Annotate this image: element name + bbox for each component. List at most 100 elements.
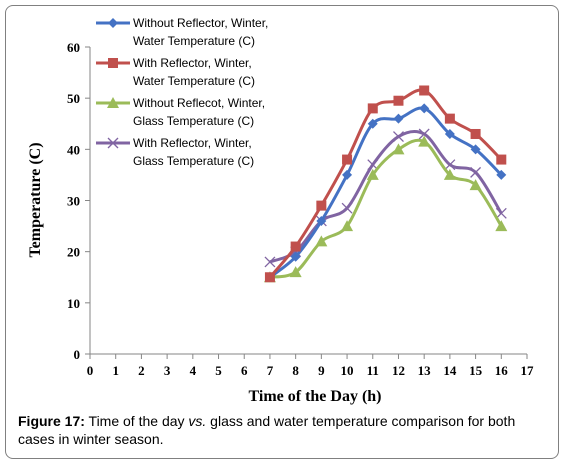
data-point-x <box>264 256 276 268</box>
data-point-diamond <box>419 103 430 114</box>
x-axis-title: Time of the Day (h) <box>248 388 381 405</box>
series-triangle <box>263 135 508 283</box>
data-point-diamond <box>316 215 327 226</box>
legend-label: With Reflector, Winter, <box>133 136 252 150</box>
x-tick-label: 2 <box>138 363 145 378</box>
x-tick-label: 0 <box>87 363 94 378</box>
legend-label: Water Temperature (C) <box>133 74 255 88</box>
series-x <box>264 128 507 268</box>
data-point-x-stroke <box>444 159 456 171</box>
data-point-x-stroke <box>341 202 353 214</box>
series-square <box>264 85 507 283</box>
data-point-triangle <box>418 135 431 147</box>
data-point-square <box>367 103 378 114</box>
data-point-x <box>418 128 430 140</box>
data-point-square <box>393 95 404 106</box>
data-point-square <box>316 200 327 211</box>
data-point-triangle <box>289 266 302 278</box>
x-tick-label: 17 <box>521 363 535 378</box>
x-tick-label: 8 <box>292 363 299 378</box>
legend-item: Without Reflecot, Winter, Glass Temperatu… <box>96 96 265 128</box>
data-point-triangle <box>469 179 482 191</box>
legend-label: Water Temperature (C) <box>133 34 255 48</box>
data-point-x-stroke <box>418 128 430 140</box>
x-tick-label: 12 <box>392 363 405 378</box>
caption-label: Figure 17: <box>18 413 85 429</box>
figure-panel <box>5 5 559 459</box>
data-point-square <box>444 113 455 124</box>
data-point-x <box>107 137 119 149</box>
x-tick-label: 5 <box>215 363 222 378</box>
data-point-diamond <box>342 169 353 180</box>
series-line <box>269 138 503 279</box>
data-point-diamond <box>444 128 455 139</box>
data-point-triangle <box>392 143 405 155</box>
legend-label: Without Reflector, Winter, <box>133 16 268 30</box>
data-point-triangle <box>107 97 119 108</box>
data-point-x-stroke <box>470 166 482 178</box>
y-tick-label: 20 <box>67 245 80 260</box>
data-point-x-stroke <box>107 137 119 149</box>
data-point-x-stroke <box>495 207 507 219</box>
legend-label: With Reflector, Winter, <box>133 56 252 70</box>
series-line <box>269 106 503 279</box>
data-point-x <box>470 166 482 178</box>
data-point-square <box>290 241 301 252</box>
data-point-square <box>108 58 118 68</box>
y-tick-label: 30 <box>67 194 80 209</box>
data-point-triangle <box>443 168 456 180</box>
x-tick-label: 10 <box>341 363 354 378</box>
caption-text-after: glass and water temperature comparison f… <box>18 413 516 447</box>
data-point-triangle <box>366 168 379 180</box>
y-tick-label: 40 <box>67 142 80 157</box>
data-point-diamond <box>367 118 378 129</box>
legend-label: Without Reflecot, Winter, <box>133 96 265 110</box>
y-tick-label: 50 <box>67 91 80 106</box>
legend-label: Glass Temperature (C) <box>133 114 254 128</box>
data-point-triangle <box>495 220 508 232</box>
x-tick-label: 16 <box>495 363 509 378</box>
data-point-x <box>495 207 507 219</box>
series-diamond <box>264 103 507 283</box>
data-point-triangle <box>315 235 328 247</box>
figure-caption: Figure 17: Time of the day vs. glass and… <box>18 412 548 448</box>
data-point-x <box>341 202 353 214</box>
legend-item: With Reflector, Winter, Glass Temperature… <box>96 136 254 168</box>
y-axis-title: Temperature (C) <box>27 142 44 257</box>
y-tick-label: 10 <box>67 296 80 311</box>
legend-item: Without Reflector, Winter, Water Temperat… <box>96 16 268 48</box>
x-tick-label: 13 <box>418 363 432 378</box>
caption-text-before: Time of the day <box>84 413 189 429</box>
x-tick-label: 11 <box>367 363 379 378</box>
series-line <box>269 129 503 264</box>
x-tick-label: 9 <box>318 363 325 378</box>
data-point-x <box>444 159 456 171</box>
x-tick-label: 4 <box>190 363 197 378</box>
data-point-x-stroke <box>264 256 276 268</box>
data-point-square <box>419 85 430 96</box>
chart-series <box>263 85 508 283</box>
data-point-x <box>393 131 404 143</box>
legend-label: Glass Temperature (C) <box>133 154 254 168</box>
x-tick-label: 15 <box>469 363 483 378</box>
data-point-square <box>264 272 275 283</box>
series-line <box>268 88 503 279</box>
x-tick-label: 14 <box>443 363 457 378</box>
data-point-diamond <box>393 113 404 124</box>
data-point-square <box>496 154 507 165</box>
data-point-diamond <box>290 251 301 262</box>
y-tick-label: 60 <box>67 40 80 55</box>
data-point-diamond <box>108 18 118 28</box>
caption-text-italic: vs. <box>188 413 207 429</box>
legend-item: With Reflector, Winter, Water Temperature… <box>96 56 255 88</box>
data-point-x-stroke <box>367 159 379 171</box>
x-tick-label: 1 <box>112 363 119 378</box>
x-tick-label: 3 <box>164 363 171 378</box>
data-point-x-stroke <box>393 131 404 143</box>
data-point-diamond <box>470 144 481 155</box>
data-point-diamond <box>496 169 507 180</box>
data-point-triangle <box>341 220 354 232</box>
data-point-square <box>470 128 481 139</box>
